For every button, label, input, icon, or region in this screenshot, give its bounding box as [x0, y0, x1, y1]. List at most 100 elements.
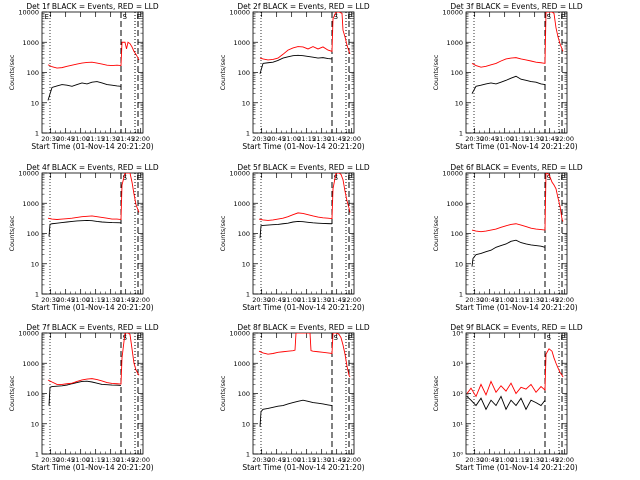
x-tick-label: 20:30 — [465, 456, 484, 464]
x-tick-label: 21:30 — [312, 135, 331, 143]
x-tick-label: 21:30 — [101, 135, 120, 143]
marker-label: S — [123, 13, 128, 21]
plot-frame — [41, 332, 144, 455]
x-tick-label: 21:15 — [297, 456, 316, 464]
x-tick-label: 21:15 — [86, 135, 105, 143]
x-tick-label: 20:30 — [465, 135, 484, 143]
x-tick-label: 21:45 — [540, 296, 559, 304]
marker-label: S — [334, 13, 339, 21]
x-tick-label: 21:30 — [312, 456, 331, 464]
plot-frame — [465, 11, 568, 134]
x-tick-label: 20:45 — [480, 296, 499, 304]
x-tick-label: 21:15 — [86, 296, 105, 304]
panel-title: Det 4f BLACK = Events, RED = LLD — [26, 163, 159, 172]
marker-label: E — [561, 174, 565, 182]
y-tick-label: 10 — [242, 99, 250, 107]
x-tick-label: 21:30 — [525, 296, 544, 304]
y-axis-label: Counts/sec — [8, 215, 16, 251]
panel-7: Det 7f BLACK = Events, RED = LLD 1 10 100 10… — [8, 323, 159, 472]
lld-series — [466, 348, 564, 398]
events-series — [47, 81, 122, 101]
y-axis-label: Counts/sec — [219, 375, 227, 411]
y-tick-label: 10⁴ — [452, 330, 463, 338]
events-series — [259, 399, 333, 427]
y-tick-label: 10000 — [18, 170, 39, 178]
y-tick-label: 100 — [27, 230, 39, 238]
x-tick-label: 20:45 — [56, 135, 75, 143]
x-axis-label: Start Time (01-Nov-14 20:21:20) — [242, 303, 364, 312]
x-tick-label: 22:00 — [342, 135, 361, 143]
x-tick-label: 21:00 — [71, 296, 90, 304]
x-tick-label: 21:30 — [101, 296, 120, 304]
plot-frame — [252, 332, 355, 455]
y-axis-label: Counts/sec — [219, 215, 227, 251]
plot-frame — [252, 11, 355, 134]
y-tick-label: 10000 — [18, 9, 39, 17]
events-series — [471, 239, 546, 267]
x-tick-label: 20:45 — [480, 456, 499, 464]
x-tick-label: 21:30 — [525, 135, 544, 143]
lld-series — [258, 173, 351, 221]
plot-frame — [465, 172, 568, 295]
marker-label: E — [137, 13, 141, 21]
x-tick-label: 20:30 — [41, 296, 60, 304]
y-tick-label: 100 — [238, 230, 250, 238]
plot-frame — [252, 172, 355, 295]
y-tick-label: 10² — [452, 390, 463, 398]
x-tick-label: 21:00 — [495, 296, 514, 304]
lld-series — [47, 41, 140, 69]
panel-6: Det 6f BLACK = Events, RED = LLD 1 10 100 10… — [432, 163, 583, 312]
x-tick-label: 20:30 — [465, 296, 484, 304]
x-axis-label: Start Time (01-Nov-14 20:21:20) — [31, 463, 153, 472]
x-tick-label: 21:45 — [116, 456, 135, 464]
x-tick-label: 21:45 — [327, 135, 346, 143]
panel-1: Det 1f BLACK = Events, RED = LLD 1 10 100 10… — [8, 2, 159, 151]
y-tick-label: 10000 — [18, 330, 39, 338]
y-tick-label: 1 — [35, 130, 39, 138]
x-axis-label: Start Time (01-Nov-14 20:21:20) — [31, 303, 153, 312]
y-tick-label: 1000 — [233, 200, 250, 208]
x-tick-label: 21:00 — [495, 135, 514, 143]
y-tick-label: 1000 — [22, 39, 39, 47]
x-tick-label: 21:45 — [116, 296, 135, 304]
panel-9: Det 9f BLACK = Events, RED = LLD 10⁰ 10¹ 10… — [432, 323, 583, 472]
x-tick-label: 20:30 — [41, 135, 60, 143]
y-axis-label: Counts/sec — [432, 215, 440, 251]
marker-label: S — [123, 334, 128, 342]
y-tick-label: 10000 — [229, 9, 250, 17]
x-tick-label: 21:00 — [71, 456, 90, 464]
x-tick-label: 20:30 — [252, 296, 271, 304]
panel-title: Det 8f BLACK = Events, RED = LLD — [237, 323, 370, 332]
y-tick-label: 100 — [451, 230, 463, 238]
x-tick-label: 22:00 — [131, 135, 150, 143]
y-tick-label: 10000 — [229, 330, 250, 338]
x-axis-label: Start Time (01-Nov-14 20:21:20) — [31, 142, 153, 151]
y-tick-label: 10¹ — [452, 420, 463, 428]
y-tick-label: 1 — [35, 291, 39, 299]
y-axis-label: Counts/sec — [8, 54, 16, 90]
y-tick-label: 100 — [238, 390, 250, 398]
panel-5: Det 5f BLACK = Events, RED = LLD 1 10 100 10… — [219, 163, 370, 312]
y-tick-label: 100 — [451, 69, 463, 77]
events-series — [48, 219, 122, 237]
x-axis-label: Start Time (01-Nov-14 20:21:20) — [242, 142, 364, 151]
x-tick-label: 21:15 — [510, 296, 529, 304]
x-tick-label: 20:45 — [267, 135, 286, 143]
marker-label: S — [547, 174, 552, 182]
x-tick-label: 20:30 — [252, 135, 271, 143]
x-tick-label: 22:00 — [131, 296, 150, 304]
marker-label: S — [547, 334, 552, 342]
panel-2: Det 2f BLACK = Events, RED = LLD 1 10 100 10… — [219, 2, 370, 151]
x-tick-label: 20:30 — [252, 456, 271, 464]
x-tick-label: 22:00 — [555, 456, 574, 464]
events-series — [259, 221, 333, 239]
panel-title: Det 3f BLACK = Events, RED = LLD — [450, 2, 583, 11]
y-tick-label: 1000 — [22, 200, 39, 208]
y-tick-label: 1 — [459, 130, 463, 138]
panel-8: Det 8f BLACK = Events, RED = LLD 1 10 100 10… — [219, 323, 370, 472]
lld-series — [259, 12, 351, 61]
marker-label: E — [137, 334, 141, 342]
marker-label: E — [348, 334, 352, 342]
x-tick-label: 20:45 — [480, 135, 499, 143]
